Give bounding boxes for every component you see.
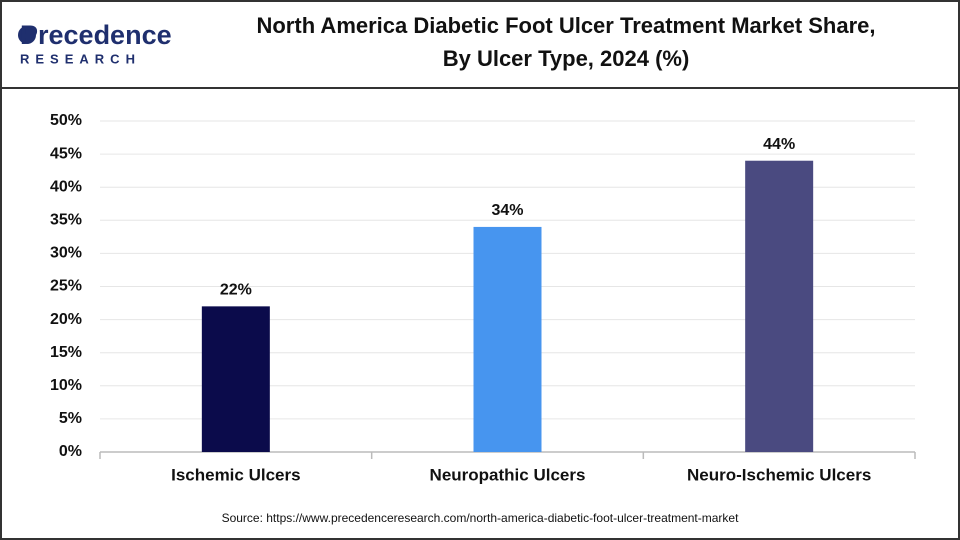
x-tick-label: Ischemic Ulcers bbox=[171, 465, 300, 484]
x-tick-label: Neuro-Ischemic Ulcers bbox=[687, 465, 871, 484]
value-label: 34% bbox=[491, 202, 523, 219]
y-tick-label: 30% bbox=[50, 245, 82, 262]
bar bbox=[745, 160, 814, 452]
source-note: Source: https://www.precedenceresearch.c… bbox=[222, 511, 740, 525]
logo-name: Precedence bbox=[20, 20, 172, 50]
bar bbox=[201, 306, 270, 452]
logo-tagline: RESEARCH bbox=[20, 51, 141, 66]
y-tick-label: 45% bbox=[50, 145, 82, 162]
y-tick-label: 35% bbox=[50, 212, 82, 229]
y-tick-label: 0% bbox=[59, 443, 82, 460]
y-tick-label: 25% bbox=[50, 278, 82, 295]
logo-icon bbox=[18, 26, 36, 44]
value-label: 22% bbox=[220, 282, 252, 299]
y-tick-label: 10% bbox=[50, 377, 82, 394]
y-tick-label: 50% bbox=[50, 112, 82, 129]
y-tick-label: 5% bbox=[59, 410, 82, 427]
value-label: 44% bbox=[763, 136, 795, 153]
y-tick-label: 40% bbox=[50, 178, 82, 195]
x-tick-label: Neuropathic Ulcers bbox=[430, 465, 586, 484]
chart-title: North America Diabetic Foot Ulcer Treatm… bbox=[256, 13, 875, 38]
bar bbox=[473, 226, 542, 452]
y-tick-label: 15% bbox=[50, 344, 82, 361]
chart-title: By Ulcer Type, 2024 (%) bbox=[443, 46, 690, 71]
y-tick-label: 20% bbox=[50, 311, 82, 328]
